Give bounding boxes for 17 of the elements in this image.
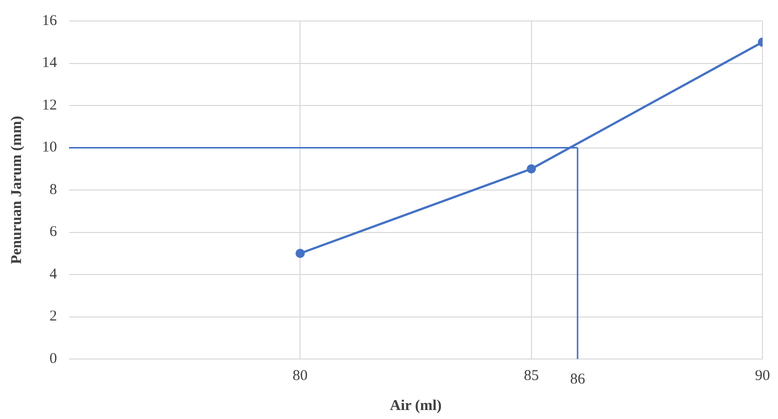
y-axis-title: Penuruan Jarum (mm) bbox=[8, 116, 25, 264]
x-tick-label: 90 bbox=[755, 368, 770, 384]
y-tick-label: 4 bbox=[50, 266, 58, 282]
point bbox=[526, 164, 536, 174]
y-tick-label: 2 bbox=[50, 308, 57, 325]
x-tick-label: 80 bbox=[292, 368, 308, 384]
y-tick-label: 14 bbox=[42, 55, 58, 72]
x-axis-title: Air (ml) bbox=[390, 398, 442, 414]
y-tick-label: 16 bbox=[42, 12, 58, 29]
ref-line-label: 86 bbox=[570, 371, 586, 388]
x-tick-label: 85 bbox=[524, 368, 539, 384]
y-tick-label: 12 bbox=[42, 97, 57, 114]
y-tick-label: 8 bbox=[50, 182, 57, 198]
y-tick-label: 6 bbox=[50, 224, 58, 240]
point bbox=[296, 248, 305, 258]
y-tick-label: 0 bbox=[50, 350, 57, 367]
y-tick-label: 10 bbox=[42, 140, 57, 156]
